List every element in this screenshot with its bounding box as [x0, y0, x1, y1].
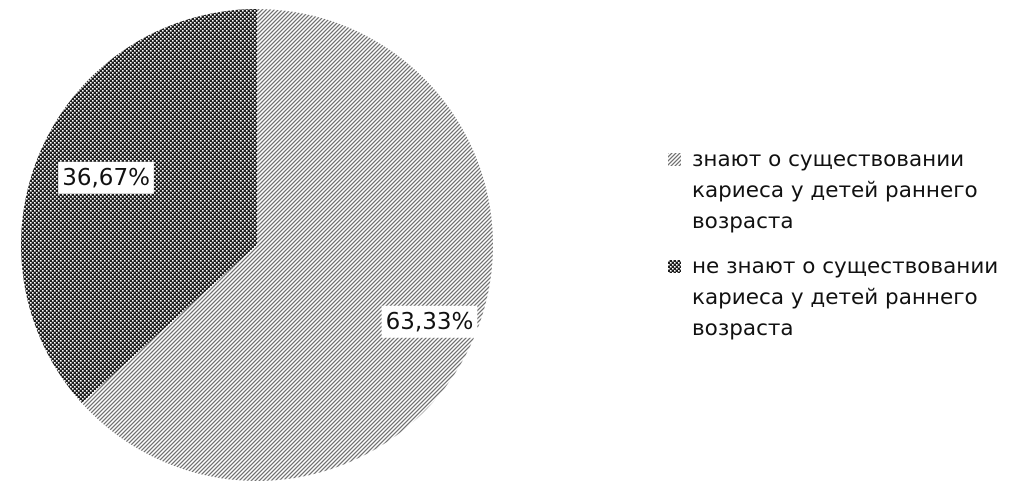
data-labels: 63,33% 36,67%: [58, 161, 478, 338]
data-label-dont-know: 36,67%: [58, 161, 154, 194]
legend-label-dont-know: не знают о существовании кариеса у детей…: [692, 254, 999, 341]
data-label-dont-know-text: 36,67%: [62, 165, 150, 191]
legend-item-dont-know: не знают о существовании кариеса у детей…: [666, 251, 1032, 344]
pie-slices: [21, 9, 494, 481]
data-label-know-text: 63,33%: [386, 309, 474, 335]
pie-slice-know: [81, 9, 494, 481]
data-label-know: 63,33%: [381, 305, 478, 338]
legend-swatch-dark-hatch: [668, 260, 681, 273]
legend-item-know: знают о существовании кариеса у детей ра…: [666, 144, 1032, 237]
legend-swatch-light-hatch: [668, 153, 681, 166]
pie-slice-dont-know: [21, 9, 257, 403]
data-label-dont-know-background: [58, 161, 154, 194]
data-label-know-background: [381, 305, 478, 338]
legend: знают о существовании кариеса у детей ра…: [666, 144, 1032, 358]
legend-label-know: знают о существовании кариеса у детей ра…: [692, 147, 978, 234]
